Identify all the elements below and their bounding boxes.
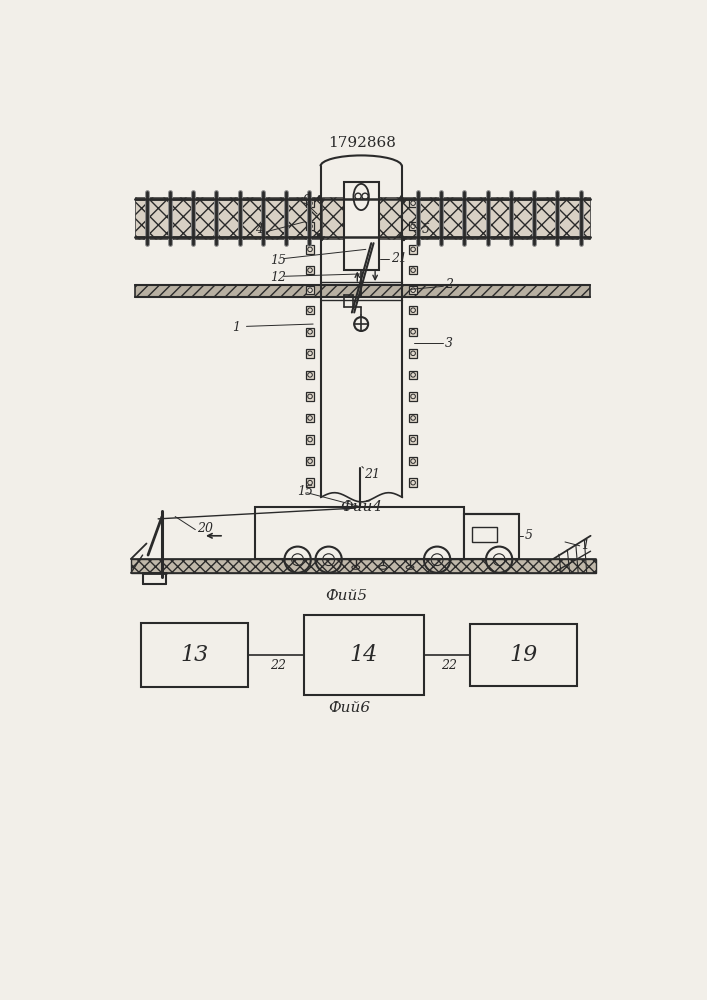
Bar	[409, 306, 417, 314]
Bar	[409, 349, 417, 358]
Text: 15: 15	[298, 485, 314, 498]
Text: 3: 3	[445, 337, 453, 350]
Text: Фий4: Фий4	[340, 500, 382, 514]
Bar	[305, 349, 315, 358]
Bar	[409, 286, 417, 294]
Bar	[409, 245, 417, 254]
Circle shape	[355, 193, 361, 199]
Bar	[409, 266, 417, 274]
Text: 20: 20	[197, 522, 213, 535]
Bar	[409, 478, 417, 487]
Bar	[305, 286, 315, 294]
Bar	[305, 328, 315, 336]
Bar	[305, 478, 315, 487]
Bar	[464, 514, 518, 559]
Bar	[469, 624, 577, 686]
Bar	[135, 197, 590, 239]
Bar	[409, 222, 417, 230]
Text: Фий5: Фий5	[325, 589, 367, 603]
Text: 14: 14	[350, 644, 378, 666]
Text: 1792868: 1792868	[328, 136, 396, 150]
Text: 9: 9	[303, 194, 310, 207]
Bar	[305, 245, 315, 254]
Bar	[304, 615, 424, 695]
Circle shape	[362, 193, 368, 199]
Bar	[305, 199, 315, 207]
Text: 21: 21	[391, 252, 407, 265]
Bar	[305, 306, 315, 314]
Bar	[131, 559, 596, 573]
Bar	[472, 527, 497, 542]
Bar	[305, 457, 315, 465]
Bar	[409, 457, 417, 465]
Bar	[305, 414, 315, 422]
Text: 2: 2	[445, 278, 453, 291]
Text: 1: 1	[581, 539, 589, 552]
Bar	[305, 266, 315, 274]
Text: 22: 22	[440, 659, 457, 672]
Text: 1: 1	[232, 321, 240, 334]
Bar	[409, 199, 417, 207]
Text: 19: 19	[509, 644, 537, 666]
Bar	[322, 197, 402, 239]
Bar	[344, 182, 379, 270]
Text: 21: 21	[364, 468, 380, 481]
Text: 5: 5	[525, 529, 532, 542]
Bar	[409, 328, 417, 336]
Text: 15: 15	[270, 254, 286, 267]
Bar	[409, 414, 417, 422]
Text: 4: 4	[255, 223, 263, 236]
Bar	[135, 285, 590, 297]
Bar	[255, 507, 464, 559]
Bar	[409, 435, 417, 444]
Bar	[305, 435, 315, 444]
Bar	[409, 371, 417, 379]
Text: Фий6: Фий6	[329, 701, 370, 715]
Bar	[305, 222, 315, 230]
Bar	[409, 392, 417, 401]
Text: 22: 22	[270, 659, 286, 672]
Bar	[321, 195, 402, 241]
Bar	[305, 392, 315, 401]
Bar	[305, 371, 315, 379]
Text: 5: 5	[421, 223, 430, 236]
Text: 13: 13	[180, 644, 209, 666]
Text: 12: 12	[270, 271, 286, 284]
Bar	[141, 623, 248, 687]
Ellipse shape	[354, 184, 369, 210]
